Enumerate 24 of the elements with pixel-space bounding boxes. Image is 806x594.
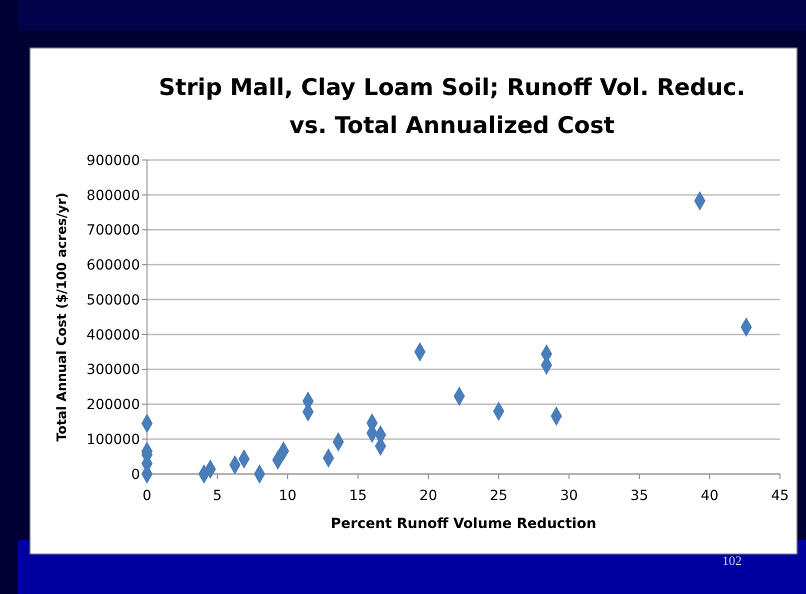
y-tick-label: 700000: [86, 222, 140, 239]
x-tick-label: 25: [490, 488, 508, 504]
x-tick-label: 30: [560, 488, 578, 504]
y-tick-label: 900000: [86, 152, 140, 169]
y-tick-label: 100000: [86, 432, 140, 448]
chart-title: Strip Mall, Clay Loam Soil; Runoff Vol. Reduc. vs. Total Annualized Cost: [158, 75, 746, 139]
x-tick-label: 20: [419, 488, 438, 504]
y-tick-label: 300000: [86, 362, 140, 378]
x-tick-label: 5: [212, 488, 222, 504]
text: 102: [722, 553, 742, 568]
x-tick-label: 15: [349, 488, 367, 504]
x-tick-label: 40: [700, 488, 719, 504]
y-tick-label: 0: [131, 466, 140, 483]
y-tick-label: 200000: [86, 397, 140, 414]
x-tick-label: 45: [771, 488, 789, 504]
y-tick-label: 800000: [86, 188, 140, 204]
x-tick-label: 35: [630, 488, 648, 504]
x-tick-label: 0: [142, 488, 152, 504]
y-tick-label: 600000: [86, 258, 140, 274]
y-axis-title: Total Annual Cost ($/100 acres/yr): [55, 192, 70, 442]
x-tick-label: 10: [278, 488, 297, 504]
x-axis-title: Percent Runoff Volume Reduction: [330, 516, 596, 532]
y-tick-label: 500000: [86, 292, 140, 308]
y-tick-label: 400000: [86, 327, 140, 344]
